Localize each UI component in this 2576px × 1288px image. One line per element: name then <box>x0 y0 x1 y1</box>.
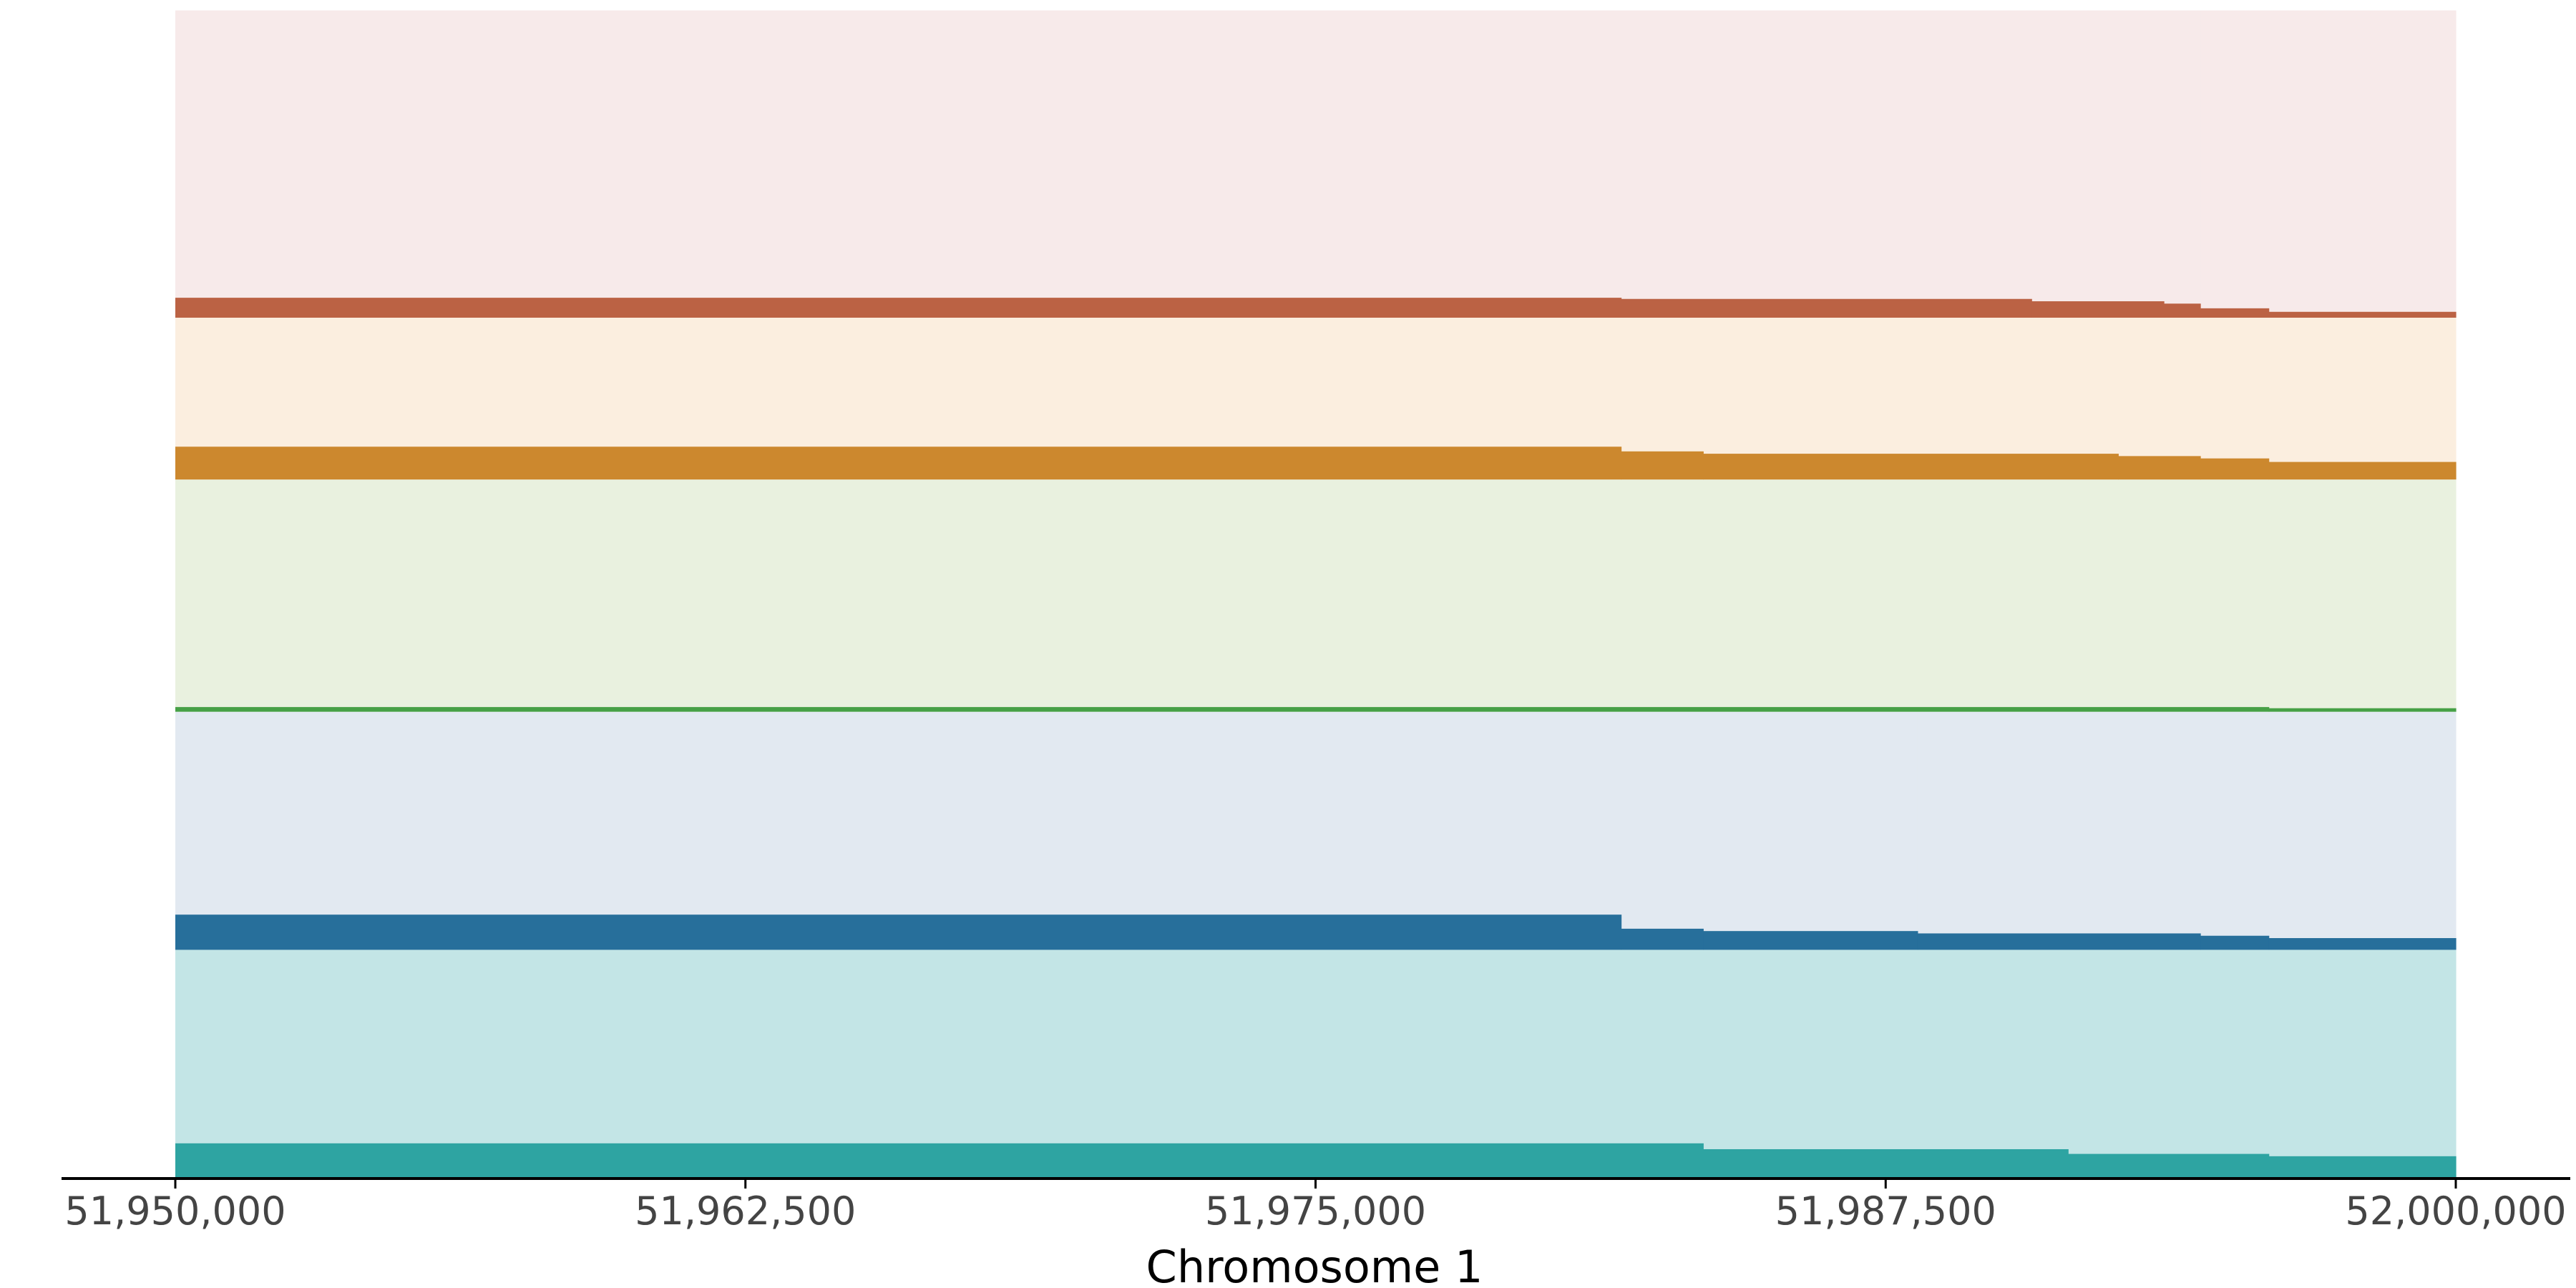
x-tick-label: 51,975,000 <box>1205 1189 1426 1234</box>
band-4-step-5 <box>2200 458 2270 480</box>
band-1-background-step-4 <box>2268 950 2457 1179</box>
band-4-step-4 <box>2118 456 2201 480</box>
band-5-step-1 <box>175 298 1622 318</box>
band-5-background-step-3 <box>2031 10 2165 318</box>
band-5-step-2 <box>1621 298 2032 318</box>
band-4-background-step-6 <box>2268 317 2457 480</box>
x-axis-label: Chromosome 1 <box>1146 1241 1483 1288</box>
band-3-step-2 <box>2268 708 2457 712</box>
bands-layer <box>175 10 2457 1179</box>
band-1-background-step-2 <box>1703 950 2069 1179</box>
band-3-background-step-1 <box>175 479 2270 712</box>
band-2-background-step-6 <box>2268 711 2457 950</box>
band-2-step-4 <box>1917 933 2201 950</box>
band-4-background-step-5 <box>2200 317 2270 480</box>
x-tick-label: 51,950,000 <box>64 1189 286 1234</box>
band-4-step-3 <box>1703 454 2119 480</box>
band-1-step-4 <box>2268 1156 2457 1179</box>
band-3-background-step-2 <box>2268 479 2457 712</box>
band-5-step-6 <box>2268 311 2457 318</box>
band-2-step-5 <box>2200 935 2270 950</box>
x-tick-label: 51,987,500 <box>1775 1189 1996 1234</box>
band-5-step-5 <box>2200 308 2270 318</box>
band-5-background-step-2 <box>1621 10 2032 318</box>
band-1-background-step-1 <box>175 950 1704 1179</box>
x-tick-label: 51,962,500 <box>635 1189 856 1234</box>
band-2-step-1 <box>175 914 1622 950</box>
band-1-step-2 <box>1703 1149 2069 1179</box>
band-2-background-step-3 <box>1703 711 1918 950</box>
band-4-step-1 <box>175 447 1622 480</box>
band-1-step-3 <box>2068 1153 2270 1179</box>
band-2-step-2 <box>1621 928 1704 950</box>
band-4-background-step-3 <box>1703 317 2119 480</box>
band-2-background-step-4 <box>1917 711 2201 950</box>
band-5-background-step-6 <box>2268 10 2457 318</box>
band-5-background-step-1 <box>175 10 1622 318</box>
x-axis-ticks: 51,950,000 51,962,500 51,975,000 51,987,500… <box>64 1179 2567 1234</box>
band-2-background-step-5 <box>2200 711 2270 950</box>
band-1-background-step-3 <box>2068 950 2270 1179</box>
band-4-step-6 <box>2268 462 2457 480</box>
band-2-background-step-2 <box>1621 711 1704 950</box>
band-2-background-step-1 <box>175 711 1622 950</box>
x-axis: 51,950,000 51,962,500 51,975,000 51,987,500… <box>62 1177 2570 1288</box>
band-5-background-step-5 <box>2200 10 2270 318</box>
band-4-background-step-4 <box>2118 317 2201 480</box>
band-5-step-3 <box>2031 301 2165 318</box>
band-1-step-1 <box>175 1143 1704 1179</box>
band-2-step-3 <box>1703 931 1918 950</box>
band-2-step-6 <box>2268 938 2457 950</box>
band-5-background-step-4 <box>2164 10 2201 318</box>
x-tick-label: 52,000,000 <box>2345 1189 2566 1234</box>
band-5-step-4 <box>2164 303 2201 318</box>
band-3-step-1 <box>175 707 2270 712</box>
band-4-step-2 <box>1621 451 1704 480</box>
